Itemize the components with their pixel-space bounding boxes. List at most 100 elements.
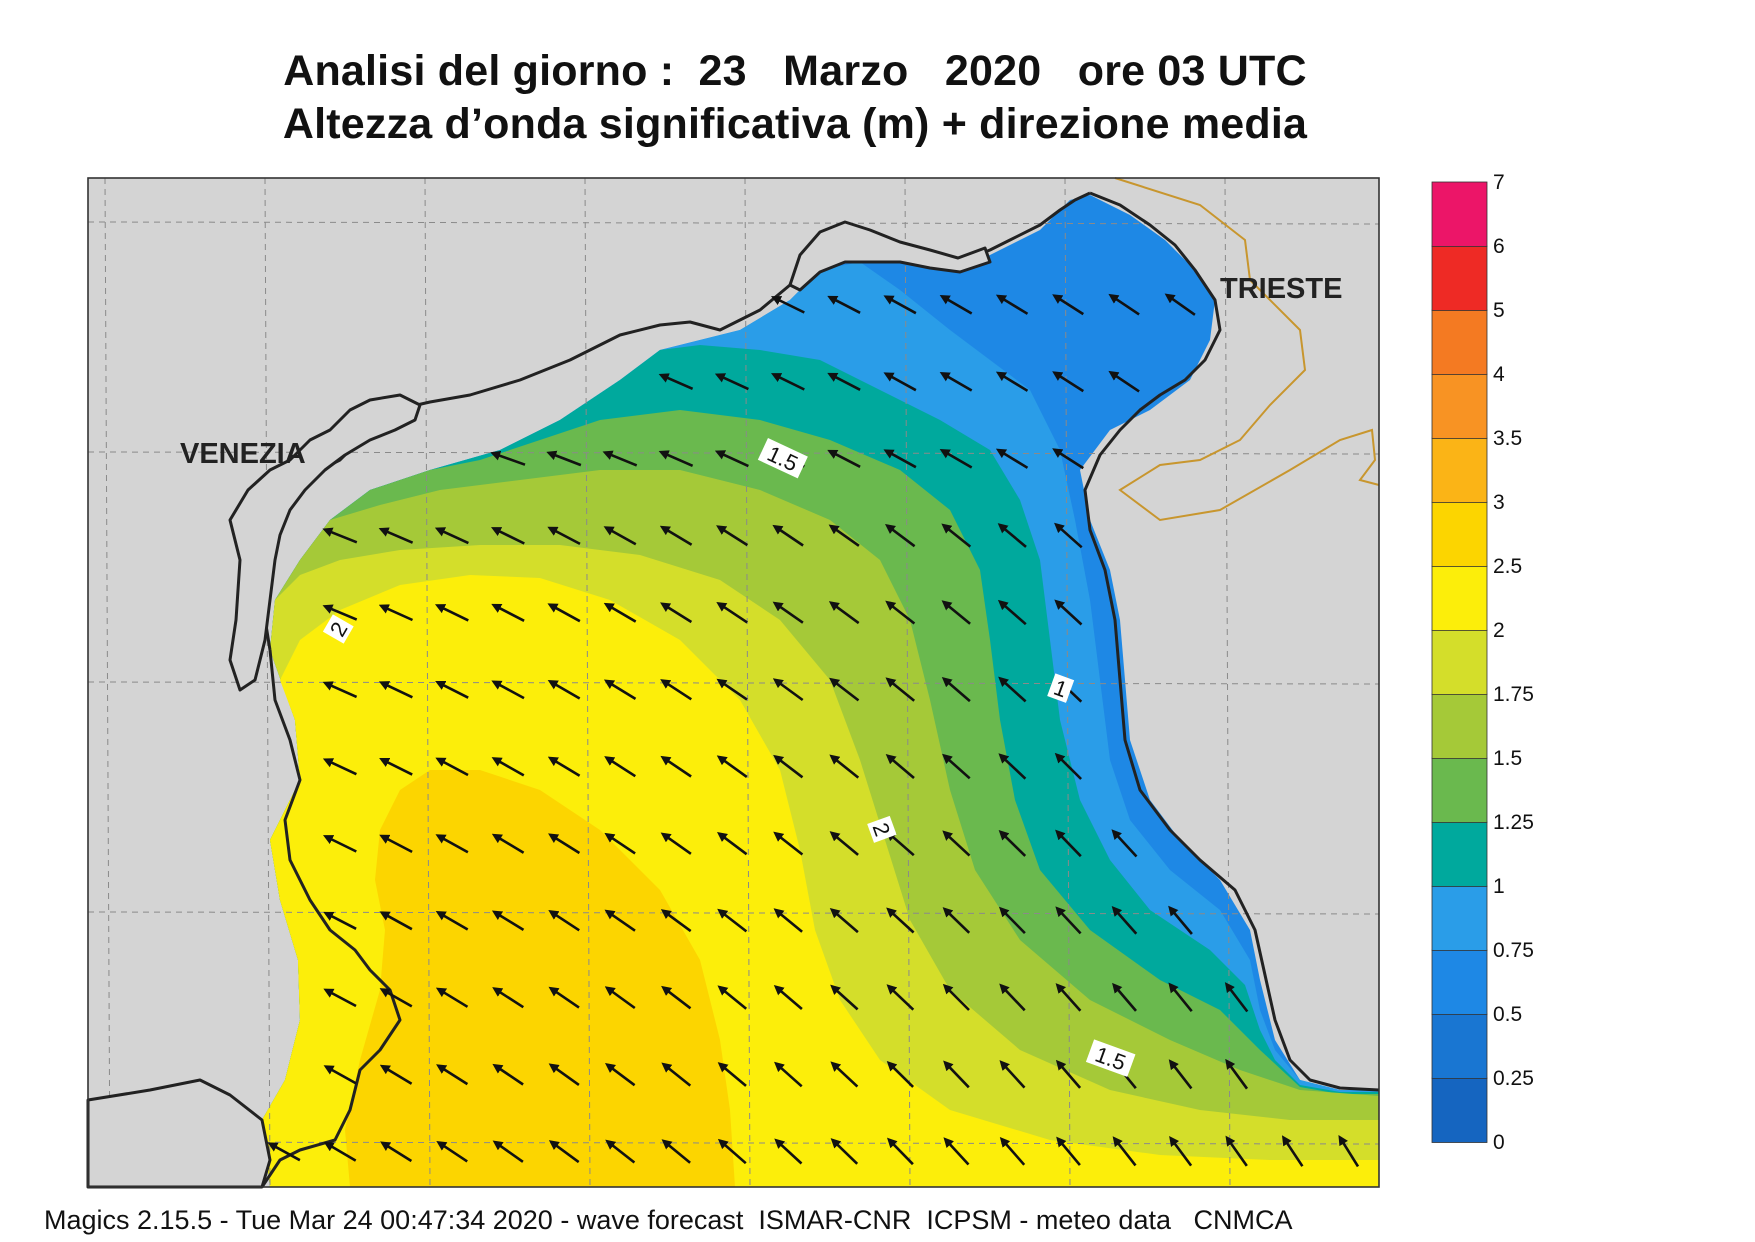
legend-tick-label: 1.75: [1493, 683, 1534, 706]
direction-arrow-icon: [659, 525, 693, 546]
direction-arrow-icon: [1055, 829, 1082, 858]
contour-label: 1: [1047, 673, 1075, 703]
direction-arrow-icon: [999, 1136, 1026, 1166]
direction-arrow-icon: [658, 373, 694, 390]
direction-arrow-icon: [716, 601, 748, 624]
direction-arrow-icon: [773, 831, 804, 856]
legend-tick-label: 0.25: [1493, 1067, 1534, 1090]
direction-arrow-icon: [323, 1141, 357, 1162]
direction-arrow-icon: [1055, 1059, 1082, 1089]
direction-arrow-icon: [773, 908, 803, 933]
legend-tick-label: 3: [1493, 491, 1505, 514]
legend-color-bin: [1431, 1077, 1488, 1143]
legend-tick-label: 2.5: [1493, 555, 1522, 578]
legend-color-bin: [1431, 821, 1488, 887]
direction-arrow-icon: [829, 831, 859, 856]
direction-arrow-icon: [435, 910, 469, 931]
direction-arrow-icon: [661, 1062, 692, 1087]
direction-arrow-icon: [548, 910, 580, 932]
direction-arrow-icon: [604, 832, 636, 855]
direction-arrow-icon: [830, 1061, 859, 1088]
map-frame: [87, 177, 1380, 1188]
direction-arrow-icon: [830, 984, 859, 1011]
direction-arrow-icon: [773, 985, 803, 1010]
direction-arrow-icon: [379, 911, 413, 931]
po-delta-land: [86, 1078, 272, 1189]
istria-coastline: [1083, 191, 1380, 1092]
direction-arrow-icon: [773, 754, 804, 779]
meridian-line: [584, 177, 591, 1188]
graticule: [87, 177, 1380, 1188]
direction-arrow-icon: [435, 834, 469, 854]
direction-arrow-icon: [939, 294, 973, 315]
direction-arrow-icon: [1108, 370, 1140, 393]
direction-arrow-icon: [999, 983, 1026, 1012]
direction-arrow-icon: [491, 603, 525, 622]
direction-arrow-icon: [999, 1060, 1026, 1089]
direction-arrow-icon: [717, 1138, 747, 1165]
direction-arrow-icon: [1112, 1136, 1137, 1167]
direction-arrow-icon: [1164, 293, 1196, 316]
direction-arrow-icon: [772, 601, 804, 624]
direction-arrow-icon: [1168, 905, 1193, 935]
direction-arrow-icon: [660, 832, 692, 855]
direction-arrow-icon: [717, 985, 748, 1010]
legend-color-bin: [1431, 181, 1488, 247]
direction-arrow-icon: [378, 681, 413, 699]
direction-arrow-icon: [323, 988, 357, 1008]
legend-tick-label: 2: [1493, 619, 1505, 642]
direction-arrow-icon: [547, 756, 581, 777]
direction-arrow-icon: [943, 1137, 970, 1166]
direction-arrow-icon: [886, 984, 915, 1011]
direction-arrow-icon: [605, 1139, 636, 1164]
direction-arrow-icon: [886, 907, 915, 934]
legend-color-bin: [1431, 885, 1488, 951]
direction-arrow-icon: [548, 1063, 580, 1086]
contour-label: 2: [867, 815, 897, 843]
legend-tick-label: 4: [1493, 363, 1505, 386]
direction-arrow-icon: [998, 676, 1027, 703]
direction-arrow-icon: [717, 831, 748, 856]
direction-arrow-icon: [1169, 1135, 1193, 1167]
contour-label: 2: [322, 614, 354, 644]
direction-arrow-icon: [604, 986, 636, 1010]
legend-color-bin: [1431, 373, 1488, 439]
direction-arrow-icon: [379, 988, 413, 1008]
map-field: [88, 178, 1379, 1187]
meridian-line: [904, 177, 911, 1188]
direction-arrow-icon: [771, 296, 805, 314]
direction-arrow-icon: [491, 910, 525, 932]
direction-arrow-icon: [1055, 906, 1082, 935]
direction-arrow-icon: [939, 371, 973, 392]
direction-arrow-icon: [941, 676, 971, 703]
direction-arrow-icon: [491, 680, 525, 700]
direction-arrow-icon: [885, 830, 915, 857]
direction-arrow-icon: [660, 679, 693, 701]
direction-arrow-icon: [435, 757, 469, 777]
direction-arrow-icon: [322, 604, 358, 621]
direction-arrow-icon: [997, 523, 1027, 548]
direction-arrow-icon: [1168, 982, 1193, 1013]
direction-arrow-icon: [379, 834, 413, 854]
direction-arrow-icon: [1111, 906, 1138, 935]
map-title-line-2: Altezza d’onda significativa (m) + direz…: [282, 100, 1308, 148]
legend-color-bin: [1431, 693, 1488, 759]
direction-arrow-icon: [887, 1137, 914, 1166]
direction-arrow-icon: [547, 603, 581, 623]
direction-arrow-icon: [546, 450, 582, 467]
direction-arrow-icon: [827, 372, 861, 391]
direction-arrow-icon: [998, 753, 1027, 780]
direction-arrow-icon: [772, 524, 804, 547]
legend-tick-label: 3.5: [1493, 427, 1522, 450]
legend-tick-label: 0: [1493, 1131, 1505, 1154]
legend-color-bin: [1431, 437, 1488, 503]
direction-arrow-icon: [322, 681, 358, 699]
legend-tick-label: 0.5: [1493, 1003, 1522, 1026]
direction-arrow-icon: [828, 601, 860, 625]
direction-arrow-icon: [939, 448, 973, 469]
direction-arrow-icon: [660, 909, 692, 933]
direction-arrow-icon: [942, 907, 971, 934]
direction-arrow-icon: [830, 1138, 859, 1165]
